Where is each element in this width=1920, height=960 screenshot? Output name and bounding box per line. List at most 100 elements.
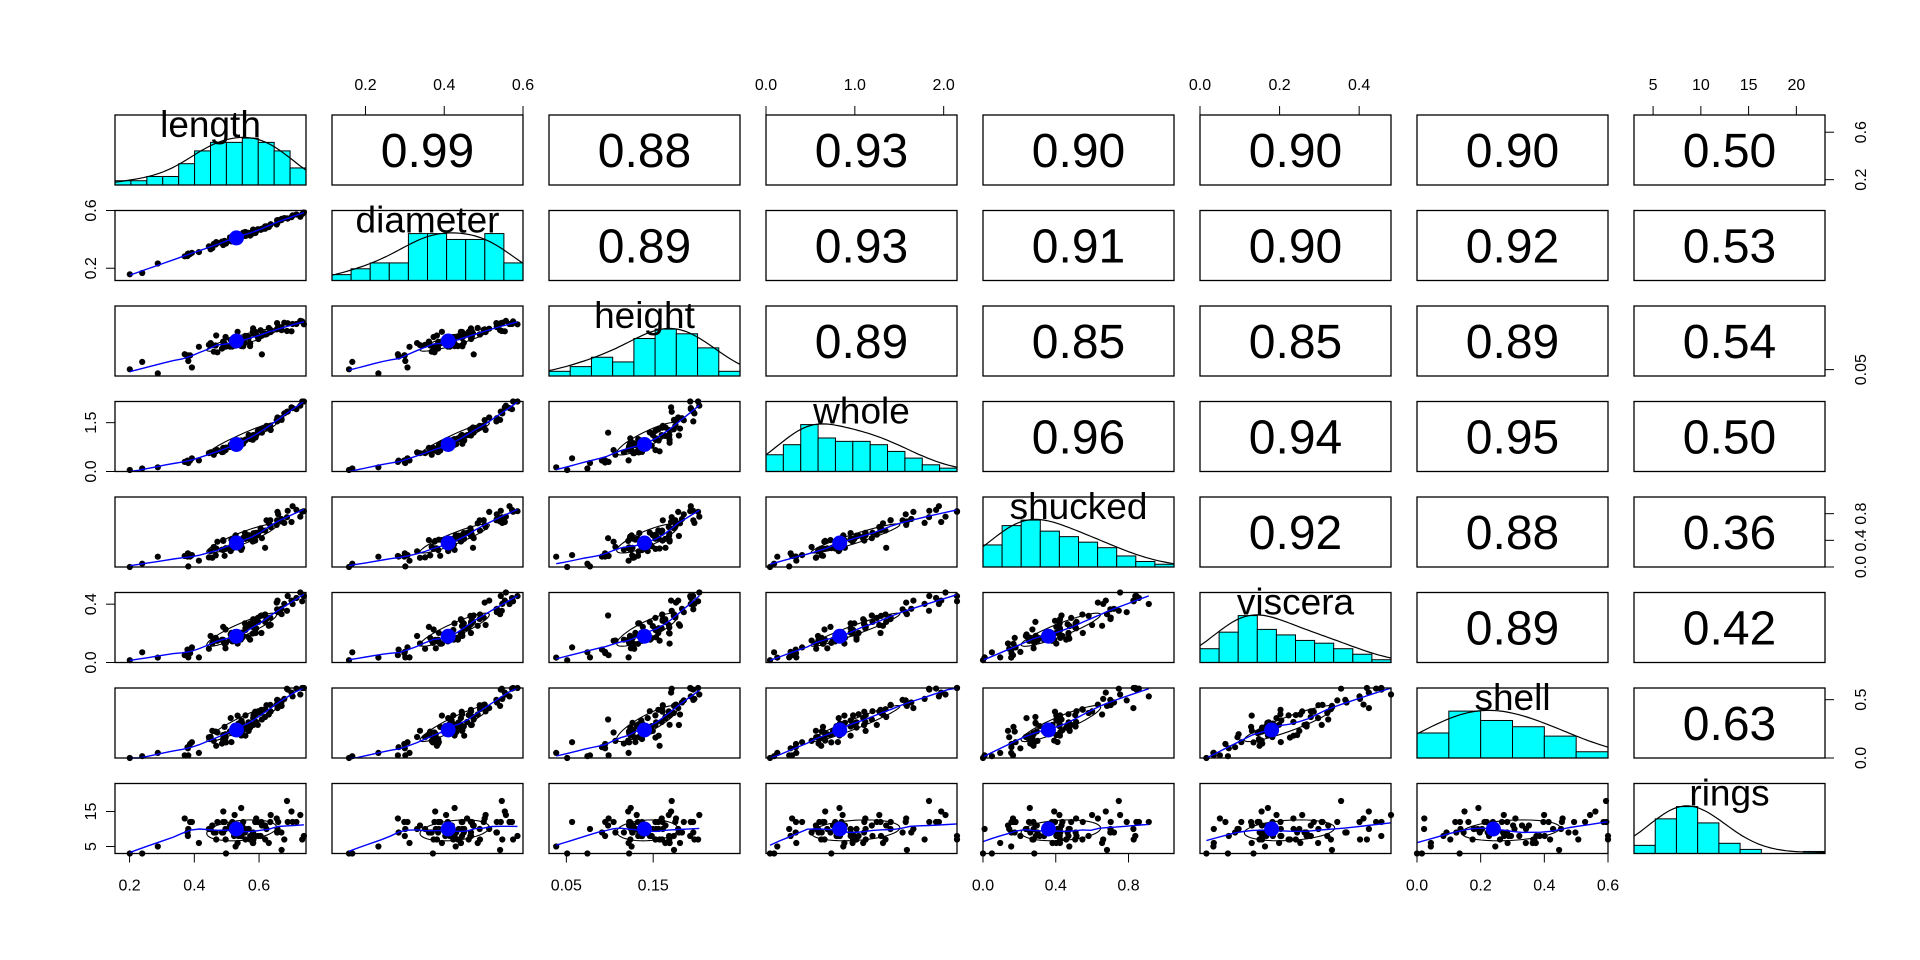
scatter-point <box>910 705 917 712</box>
tick-label: 0.05 <box>1853 354 1870 385</box>
panel-length-viscera: 0.90 <box>1199 114 1392 186</box>
scatter-point <box>262 527 269 534</box>
scatter-point <box>1338 685 1345 692</box>
scatter-point <box>631 734 638 741</box>
mean-point <box>1040 821 1056 837</box>
scatter-point <box>659 611 666 618</box>
tick-label: 0.2 <box>1853 168 1870 190</box>
scatter-point <box>812 822 820 829</box>
scatter-point <box>416 554 424 561</box>
scatter-point <box>242 712 249 719</box>
scatter-point <box>281 836 288 843</box>
scatter-point <box>1325 822 1332 829</box>
scatter-point <box>214 538 221 545</box>
histogram-bar <box>1633 844 1656 855</box>
scatter-point <box>288 518 295 526</box>
tick-label: 0.2 <box>1470 878 1492 895</box>
scatter-point <box>662 839 669 847</box>
scatter-point <box>1427 839 1434 847</box>
histogram-bar <box>1448 710 1482 759</box>
scatter-point <box>467 525 474 532</box>
mean-point <box>440 333 456 349</box>
scatter-point <box>401 818 408 826</box>
scatter-point <box>808 829 815 836</box>
scatter-point <box>1115 797 1122 805</box>
scatter-point <box>687 508 694 515</box>
scatter-point <box>297 811 304 819</box>
scatter-point <box>460 620 467 627</box>
panel-frame <box>1633 209 1826 282</box>
scatter-point <box>214 818 221 826</box>
scatter-point <box>1592 808 1599 815</box>
scatter-point <box>1115 607 1122 614</box>
scatter-point <box>1032 618 1039 626</box>
scatter-point <box>1030 836 1037 843</box>
scatter-point <box>1481 818 1488 826</box>
scatter-point <box>656 836 663 843</box>
scatter-point <box>933 506 940 513</box>
histogram-bar <box>718 370 741 377</box>
scatter-point <box>469 544 477 551</box>
scatter-point <box>665 523 672 531</box>
scatter-point <box>242 836 249 843</box>
histogram-bar <box>241 137 259 186</box>
scatter-point <box>675 597 682 604</box>
panel-shucked-diameter <box>331 496 524 571</box>
scatter-point <box>630 554 637 561</box>
scatter-point <box>1051 617 1059 624</box>
mean-point <box>228 333 244 349</box>
panel-diameter-whole: 0.93 <box>765 209 958 282</box>
scatter-point <box>422 554 429 561</box>
lowess-fit-line <box>555 827 700 846</box>
scatter-point <box>771 649 778 656</box>
scatter-point <box>610 447 617 454</box>
tick-label: 0.0 <box>1853 747 1870 769</box>
scatter-point <box>1056 811 1063 819</box>
tick-label: 0.15 <box>638 878 669 895</box>
scatter-point <box>1504 818 1511 826</box>
scatter-point <box>1559 815 1566 822</box>
scatter-point <box>1469 836 1476 843</box>
scatter-point <box>659 424 666 431</box>
scatter-point <box>250 616 257 623</box>
scatter-point <box>553 553 560 560</box>
scatter-point <box>659 517 666 524</box>
scatter-point <box>676 622 684 629</box>
scatter-point <box>435 629 442 637</box>
mean-point <box>228 821 244 837</box>
scatter-point <box>1518 822 1526 829</box>
scatter-point <box>586 654 594 661</box>
scatter-point <box>819 552 827 559</box>
scatter-point <box>195 654 202 661</box>
scatter-point <box>258 351 265 358</box>
scatter-point <box>188 364 195 371</box>
scatter-point <box>1073 815 1080 822</box>
scatter-point <box>250 839 257 847</box>
scatter-point <box>822 537 829 545</box>
panel-shell-whole <box>765 684 961 762</box>
panel-rings-rings: rings <box>1633 773 1826 855</box>
scatter-point <box>658 815 665 822</box>
scatter-point <box>1421 825 1428 833</box>
density-curve <box>765 423 958 468</box>
scatter-point <box>625 737 632 744</box>
scatter-point <box>467 612 474 620</box>
scatter-point <box>265 711 272 718</box>
scatter-point <box>687 593 694 600</box>
panel-frame <box>1199 782 1392 855</box>
histogram-bar <box>1697 822 1720 854</box>
scatter-point <box>666 436 673 443</box>
panel-shell-height <box>548 684 741 762</box>
scatter-point <box>691 519 698 527</box>
scatter-point <box>289 503 296 510</box>
scatter-point <box>257 832 264 840</box>
histogram-bar <box>1135 560 1156 568</box>
tick-label: 0.6 <box>248 878 270 895</box>
scatter-point <box>1056 616 1064 623</box>
panel-viscera-length <box>114 589 307 664</box>
scatter-point <box>220 818 227 826</box>
scatter-point <box>283 607 291 614</box>
scatter-point <box>786 654 793 661</box>
scatter-point <box>1297 711 1304 718</box>
panel-frame <box>1416 305 1609 377</box>
